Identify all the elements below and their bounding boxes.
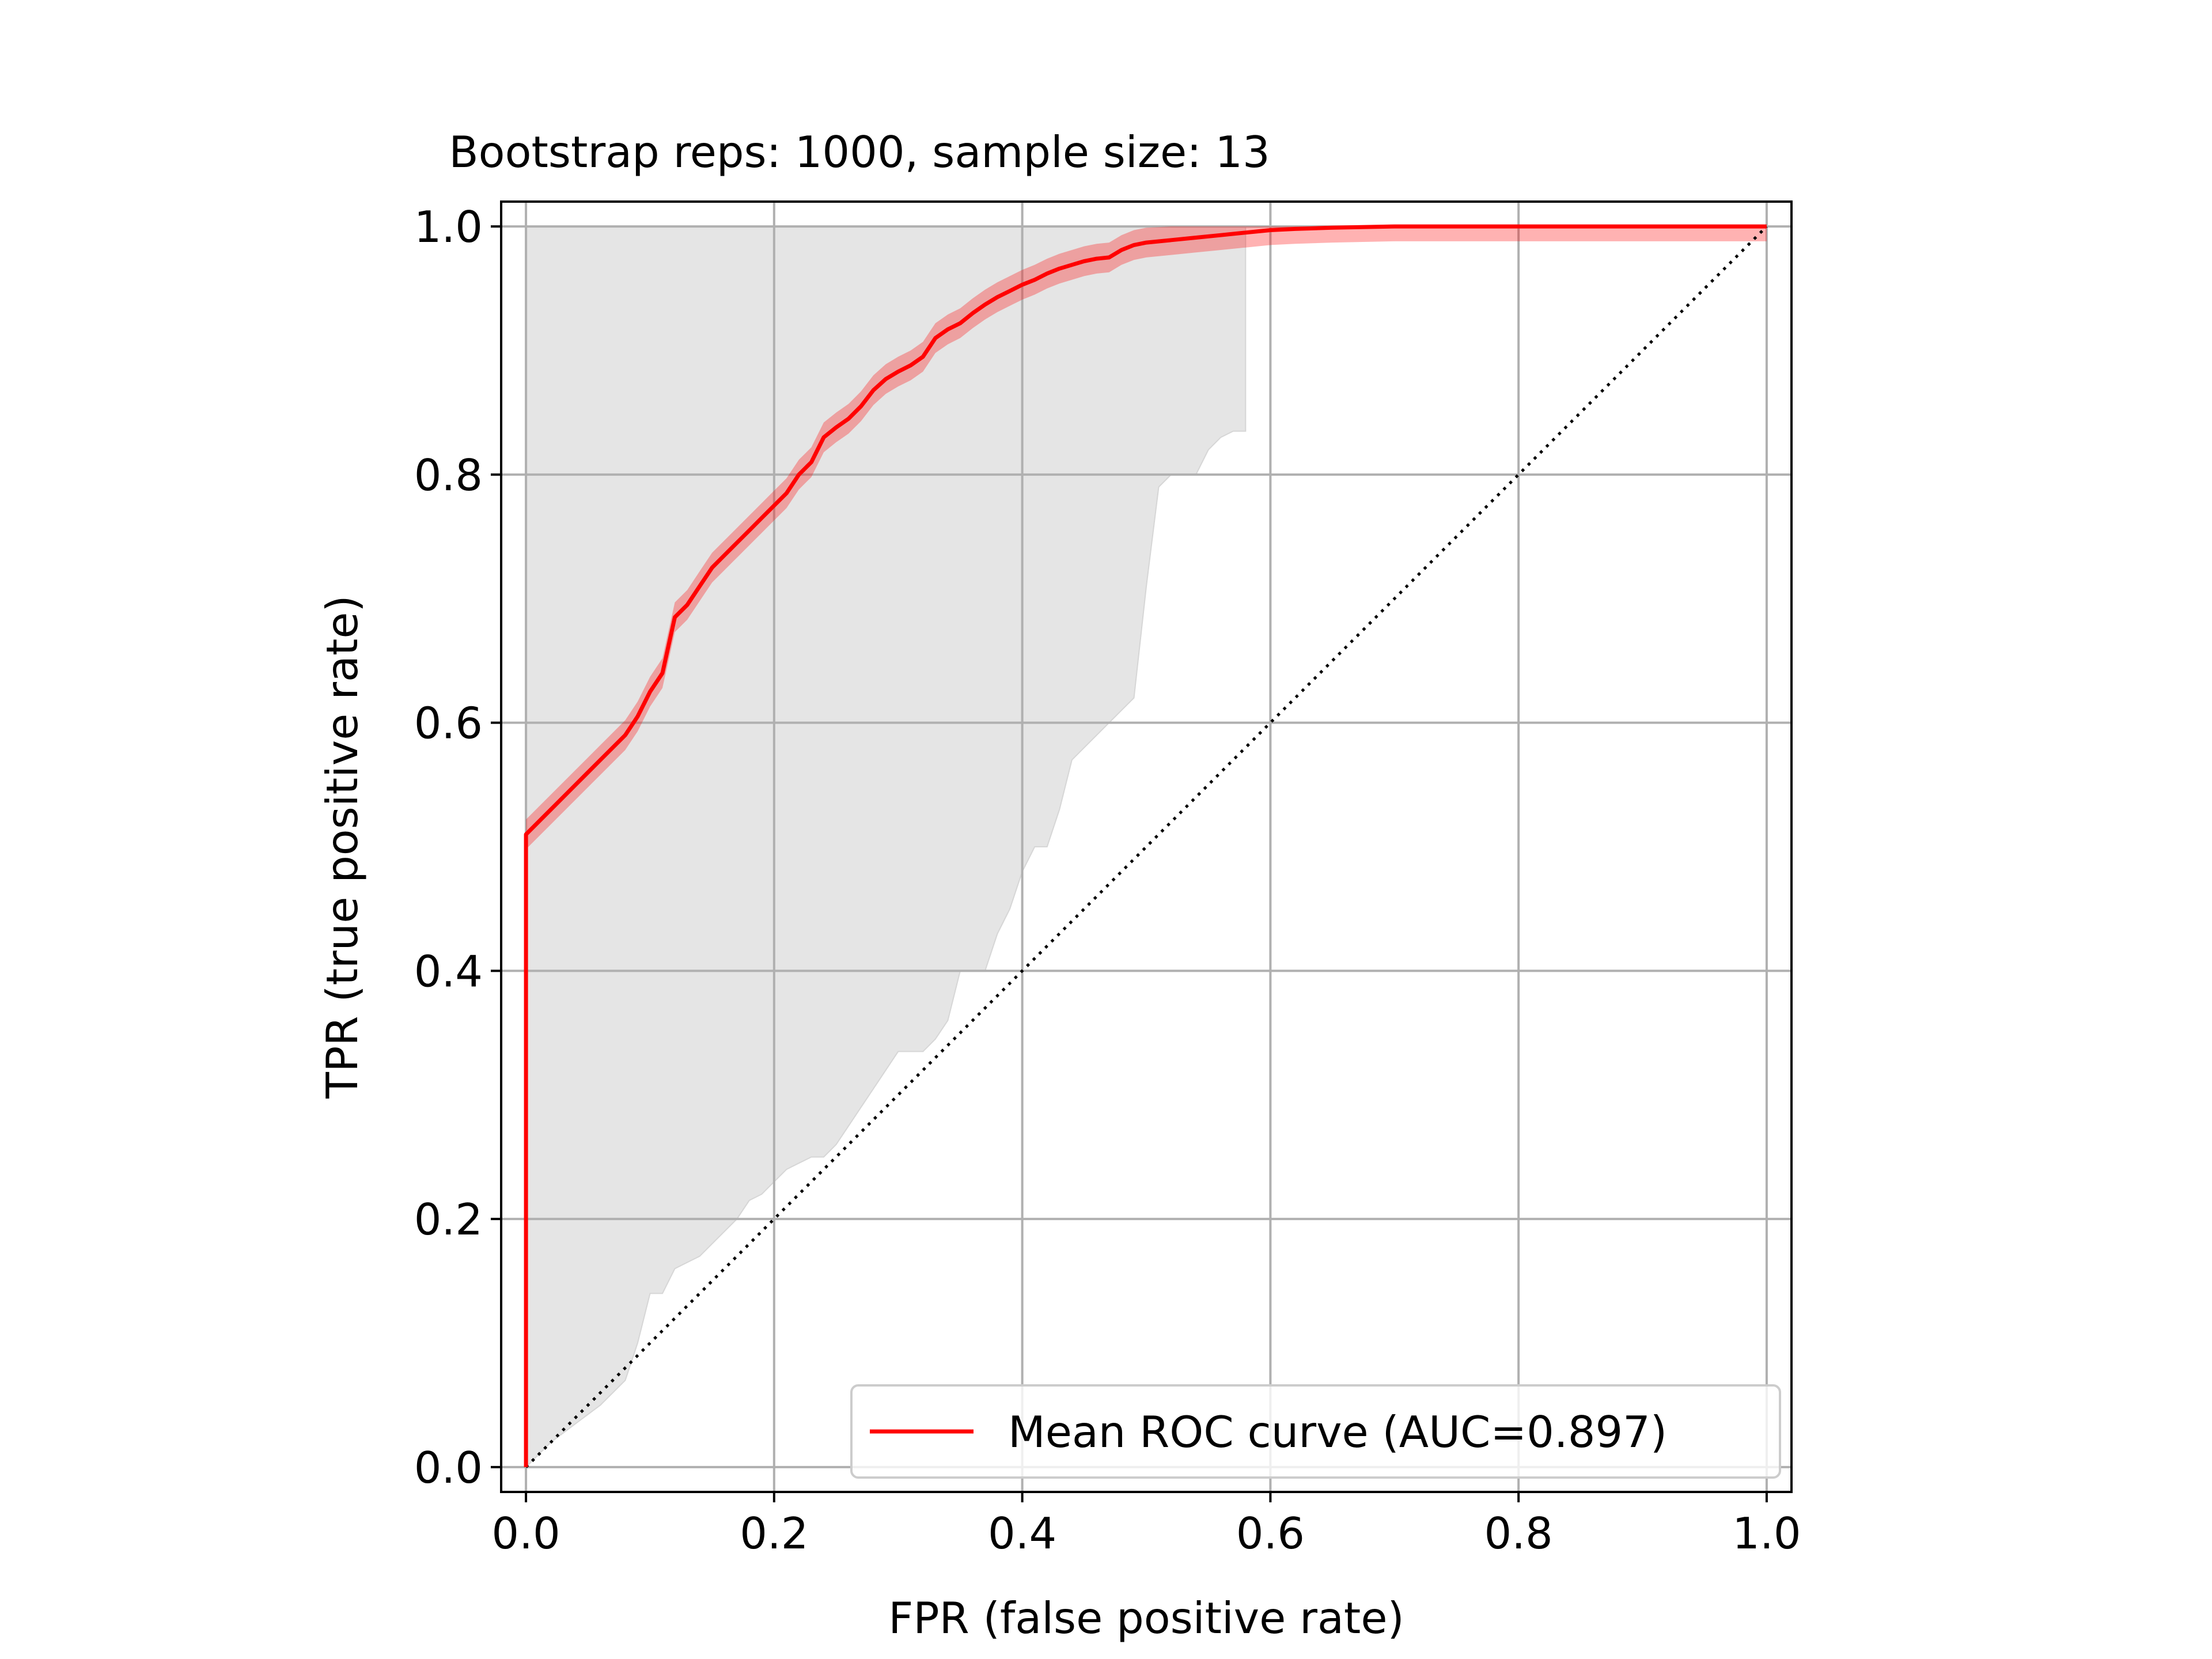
x-axis-ticks: 0.0 0.2 0.4 0.6 0.8 1.0 xyxy=(491,1492,1801,1559)
chance-line xyxy=(525,225,1768,1468)
series-layer xyxy=(524,224,1768,1468)
x-tick-label-0: 0.0 xyxy=(491,1508,560,1559)
y-tick-label-0: 0.0 xyxy=(414,1442,483,1493)
y-tick-label-4: 0.8 xyxy=(414,450,483,501)
y-tick-label-1: 0.2 xyxy=(414,1194,483,1245)
plot-area xyxy=(500,200,1793,1493)
x-tick-label-3: 0.6 xyxy=(1236,1508,1305,1559)
grid-layer xyxy=(501,202,1791,1492)
y-tick-label-3: 0.6 xyxy=(414,698,483,749)
legend: Mean ROC curve (AUC=0.897) xyxy=(850,1384,1781,1479)
y-tick-label-2: 0.4 xyxy=(414,946,483,997)
legend-box xyxy=(850,1384,1781,1479)
x-tick-label-1: 0.2 xyxy=(740,1508,808,1559)
x-tick-label-5: 1.0 xyxy=(1732,1508,1801,1559)
legend-label-mean-roc: Mean ROC curve (AUC=0.897) xyxy=(1008,1407,1667,1457)
y-axis-label: TPR (true positive rate) xyxy=(317,595,368,1099)
x-tick-label-2: 0.4 xyxy=(988,1508,1056,1559)
y-axis-ticks: 0.0 0.2 0.4 0.6 0.8 1.0 xyxy=(414,202,501,1493)
x-axis-label: FPR (false positive rate) xyxy=(888,1593,1404,1643)
mean-roc-curve xyxy=(524,224,1767,1467)
y-tick-label-5: 1.0 xyxy=(414,202,483,252)
x-tick-label-4: 0.8 xyxy=(1484,1508,1553,1559)
axes-frame xyxy=(500,200,1793,1493)
chart-title: Bootstrap reps: 1000, sample size: 13 xyxy=(449,127,1270,177)
